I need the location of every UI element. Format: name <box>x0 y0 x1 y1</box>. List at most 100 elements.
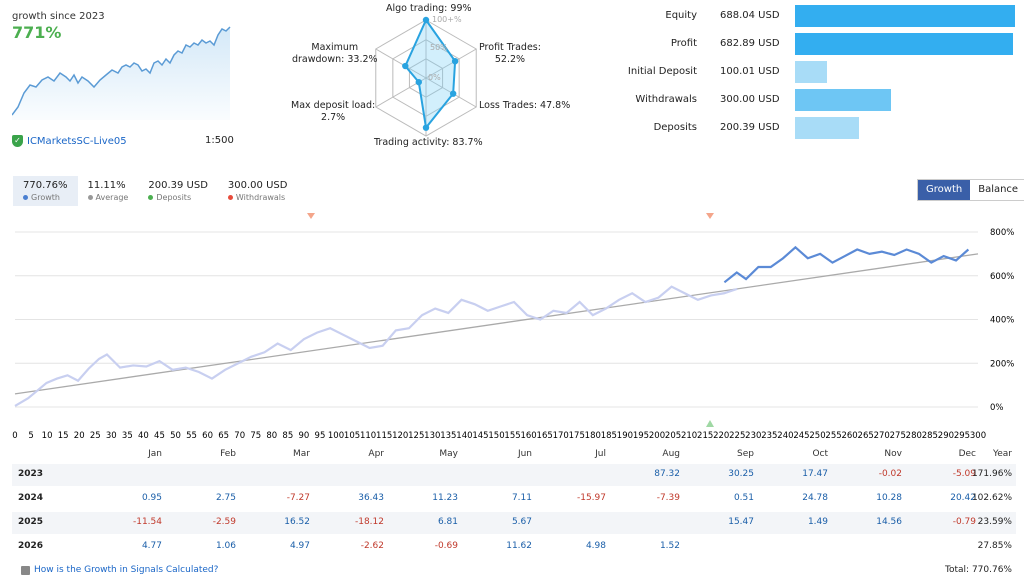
x-tick-label: 125 <box>408 431 424 441</box>
summary-value: 300.00 USD <box>720 94 780 105</box>
table-row: 2026 4.77 1.06 4.97 -2.62 -0.69 11.62 4.98 1.52 2… <box>12 536 1016 558</box>
x-tick-label: 25 <box>90 431 101 441</box>
stat-average[interactable]: 11.11% Average <box>78 176 139 206</box>
month-value-cell: -7.27 <box>286 493 310 503</box>
year-total-cell: 27.85% <box>977 541 1012 551</box>
x-tick-label: 265 <box>858 431 874 441</box>
month-header: Oct <box>812 449 828 459</box>
growth-help-link[interactable]: How is the Growth in Signals Calculated? <box>21 565 218 575</box>
y-tick-label: 800% <box>990 228 1014 238</box>
withdrawal-marker-icon <box>307 213 315 219</box>
month-header: May <box>439 449 458 459</box>
growth-sparkline <box>12 26 231 120</box>
year-label: 2023 <box>18 469 44 479</box>
month-value-cell: 30.25 <box>728 469 754 479</box>
x-tick-label: 15 <box>58 431 69 441</box>
month-value-cell: -11.54 <box>132 517 162 527</box>
x-tick-label: 140 <box>456 431 472 441</box>
radar-label-activity: Trading activity: 83.7% <box>374 137 483 148</box>
radar-label-drawdown-line2: drawdown: 33.2% <box>292 54 378 65</box>
year-label: 2024 <box>18 493 44 503</box>
radar-ring-50: 50% <box>430 43 448 52</box>
x-tick-label: 80 <box>266 431 277 441</box>
radar-point-drawdown <box>402 62 409 70</box>
x-tick-label: 190 <box>617 431 633 441</box>
month-value-cell: -18.12 <box>354 517 384 527</box>
x-tick-label: 5 <box>28 431 33 441</box>
stat-value: 770.76% <box>23 180 68 191</box>
growth-help-link-text: How is the Growth in Signals Calculated? <box>34 565 219 575</box>
x-tick-label: 275 <box>890 431 906 441</box>
month-header: Feb <box>220 449 236 459</box>
year-total-cell: 171.96% <box>971 469 1012 479</box>
stat-growth[interactable]: 770.76% Growth <box>13 176 78 206</box>
radar-chart: 100+% 50% 0% <box>375 15 477 137</box>
month-value-cell: 1.52 <box>659 541 680 551</box>
table-row: 2023 87.32 30.25 17.47 -0.02 -5.09 171.96% <box>12 464 1016 486</box>
x-tick-label: 130 <box>424 431 440 441</box>
month-value-cell: -15.97 <box>576 493 606 503</box>
x-tick-label: 240 <box>777 431 793 441</box>
x-tick-label: 230 <box>745 431 761 441</box>
x-tick-label: 95 <box>315 431 326 441</box>
verified-shield-icon: ✓ <box>12 135 23 147</box>
stat-dot-icon <box>23 195 28 200</box>
x-tick-label: 65 <box>218 431 229 441</box>
month-header: Apr <box>368 449 384 459</box>
summary-value: 200.39 USD <box>720 122 780 133</box>
month-header: Dec <box>958 449 976 459</box>
month-value-cell: 17.47 <box>802 469 828 479</box>
summary-label: Deposits <box>653 122 697 133</box>
chart-mode-toggle: Growth Balance <box>917 179 1024 201</box>
x-tick-label: 40 <box>138 431 149 441</box>
radar-spoke <box>425 48 477 79</box>
monthly-table: Jan Feb Mar Apr May Jun Jul Aug Sep Oct Nov Dec Year… <box>12 444 1016 562</box>
help-document-icon <box>21 565 30 575</box>
stat-value: 200.39 USD <box>148 180 208 191</box>
y-tick-label: 600% <box>990 272 1014 282</box>
withdrawal-marker-icon <box>706 213 714 219</box>
x-tick-label: 145 <box>472 431 488 441</box>
month-value-cell: 11.62 <box>506 541 532 551</box>
x-tick-label: 110 <box>360 431 376 441</box>
x-tick-label: 255 <box>825 431 841 441</box>
month-value-cell: 0.95 <box>141 493 162 503</box>
year-total-cell: 23.59% <box>977 517 1012 527</box>
x-tick-label: 250 <box>809 431 825 441</box>
summary-bar <box>795 117 860 139</box>
stat-withdrawals[interactable]: 300.00 USD Withdrawals <box>218 176 298 206</box>
month-value-cell: -2.59 <box>212 517 236 527</box>
x-tick-label: 175 <box>569 431 585 441</box>
month-value-cell: 20.42 <box>950 493 976 503</box>
month-value-cell: 7.11 <box>511 493 532 503</box>
x-tick-label: 245 <box>793 431 809 441</box>
x-tick-label: 225 <box>729 431 745 441</box>
x-tick-label: 105 <box>344 431 360 441</box>
growth-toggle-button[interactable]: Growth <box>918 180 971 200</box>
x-tick-label: 285 <box>922 431 938 441</box>
month-value-cell: 36.43 <box>358 493 384 503</box>
x-tick-label: 85 <box>282 431 293 441</box>
x-tick-label: 210 <box>681 431 697 441</box>
broker-name: ICMarketsSC-Live05 <box>27 135 127 147</box>
radar-point-activity <box>422 124 430 131</box>
x-tick-label: 290 <box>938 431 954 441</box>
month-header: Jan <box>148 449 162 459</box>
summary-bar <box>795 5 1015 27</box>
growth-title: growth since 2023 <box>12 11 105 22</box>
summary-label: Initial Deposit <box>627 66 697 77</box>
balance-toggle-button[interactable]: Balance <box>970 180 1024 200</box>
x-tick-label: 300 <box>970 431 986 441</box>
x-tick-label: 115 <box>376 431 392 441</box>
y-tick-label: 0% <box>990 403 1004 413</box>
stat-deposits[interactable]: 200.39 USD Deposits <box>138 176 218 206</box>
broker-link[interactable]: ✓ ICMarketsSC-Live05 <box>12 135 127 147</box>
month-value-cell: 24.78 <box>802 493 828 503</box>
month-value-cell: 5.67 <box>511 517 532 527</box>
leverage-value: 1:500 <box>205 135 234 146</box>
summary-label: Withdrawals <box>635 94 697 105</box>
x-tick-label: 270 <box>874 431 890 441</box>
summary-bar <box>795 33 1014 55</box>
month-value-cell: 10.28 <box>876 493 902 503</box>
month-header: Year <box>992 449 1012 459</box>
